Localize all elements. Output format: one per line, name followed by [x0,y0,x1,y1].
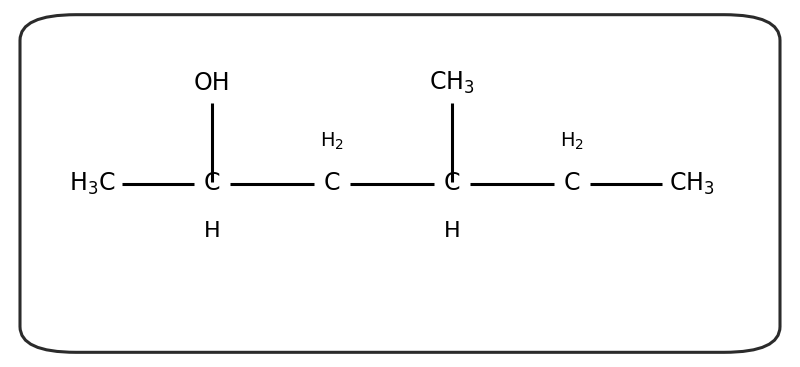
Text: C: C [564,171,580,196]
Text: CH$_3$: CH$_3$ [429,69,475,96]
Text: H$_2$: H$_2$ [560,131,584,152]
FancyBboxPatch shape [20,15,780,352]
Text: H: H [204,221,220,241]
Text: C: C [204,171,220,196]
Text: H: H [444,221,460,241]
Text: CH$_3$: CH$_3$ [669,170,715,197]
Text: H$_2$: H$_2$ [320,131,344,152]
Text: C: C [444,171,460,196]
Text: C: C [324,171,340,196]
Text: OH: OH [194,70,230,95]
Text: H$_3$C: H$_3$C [69,170,115,197]
